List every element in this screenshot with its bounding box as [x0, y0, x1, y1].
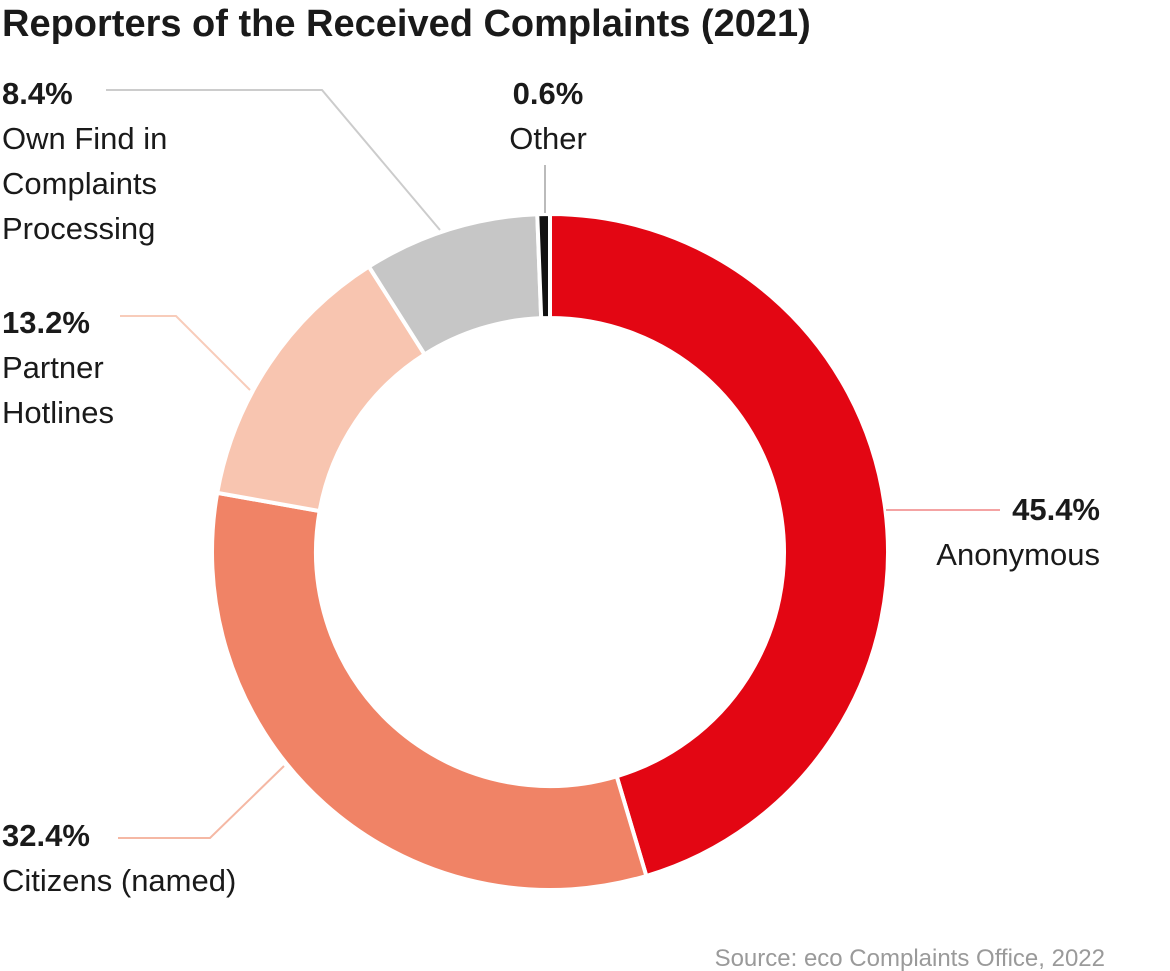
slice-value-label: 45.4% [1012, 492, 1100, 527]
donut-slice [210, 490, 649, 892]
leader-line [120, 315, 251, 391]
chart-title: Reporters of the Received Complaints (20… [2, 3, 811, 45]
slices-group [210, 211, 890, 892]
slice-name-label: Hotlines [2, 395, 114, 430]
donut-slice [548, 211, 890, 879]
donut-slice [535, 211, 552, 321]
slice-name-label: Own Find in [2, 121, 167, 156]
slice-name-label: Other [509, 121, 587, 156]
slice-name-label: Complaints [2, 166, 157, 201]
slice-value-label: 13.2% [2, 305, 90, 340]
leader-lines-group [106, 89, 1000, 839]
slice-value-label: 32.4% [2, 818, 90, 853]
slice-value-label: 8.4% [2, 76, 73, 111]
slice-name-label: Anonymous [936, 537, 1100, 572]
slice-name-label: Partner [2, 350, 104, 385]
source-note: Source: eco Complaints Office, 2022 [715, 945, 1105, 971]
leader-line [118, 765, 285, 839]
slice-name-label: Citizens (named) [2, 863, 236, 898]
slice-name-label: Processing [2, 211, 155, 246]
leader-line [106, 89, 441, 231]
slice-value-label: 0.6% [513, 76, 584, 111]
labels-group: 45.4% Anonymous 32.4% Citizens (named) 13.2%… [2, 76, 1100, 898]
